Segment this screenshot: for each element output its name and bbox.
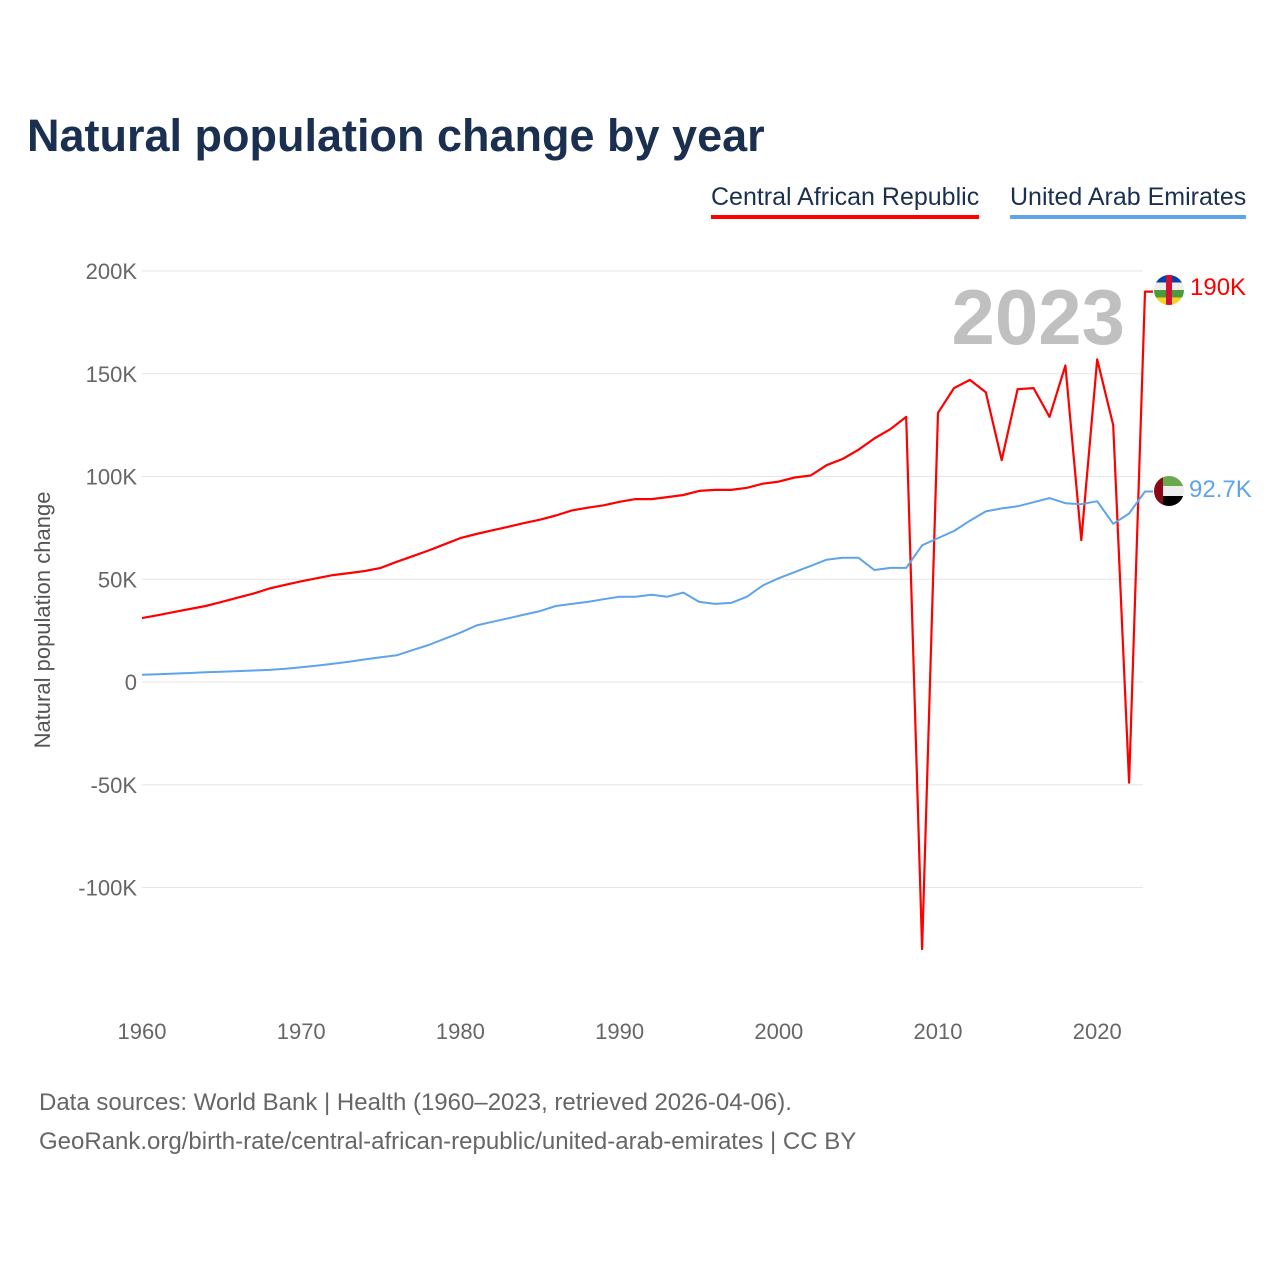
y-tick-label: 50K: [98, 567, 137, 592]
y-tick-label: 150K: [86, 362, 138, 387]
x-tick-label: 2020: [1073, 1019, 1122, 1044]
end-value-united-arab-emirates: 92.7K: [1189, 476, 1252, 503]
x-tick-label: 2010: [914, 1019, 963, 1044]
x-tick-label: 1970: [277, 1019, 326, 1044]
y-tick-label: 100K: [86, 465, 138, 490]
y-tick-label: -100K: [78, 876, 137, 901]
data-source-text: Data sources: World Bank | Health (1960–…: [39, 1089, 792, 1116]
series-line-central-african-republic: [141, 290, 1153, 951]
x-tick-label: 1990: [595, 1019, 644, 1044]
legend-item-central-african-republic[interactable]: Central African Republic: [711, 183, 980, 219]
central-african-republic-flag-icon: [1154, 275, 1184, 305]
x-tick-label: 1960: [118, 1019, 167, 1044]
x-tick-label: 1980: [436, 1019, 485, 1044]
legend-item-united-arab-emirates[interactable]: United Arab Emirates: [1010, 183, 1247, 219]
x-tick-label: 2000: [754, 1019, 803, 1044]
end-value-central-african-republic: 190K: [1190, 274, 1247, 301]
current-year-label: 2023: [951, 273, 1125, 361]
source-url-text: GeoRank.org/birth-rate/central-african-r…: [39, 1128, 857, 1155]
y-tick-label: 200K: [86, 259, 138, 284]
united-arab-emirates-flag-icon: [1154, 476, 1184, 506]
y-tick-label: 0: [125, 670, 137, 695]
chart-title: Natural population change by year: [27, 110, 765, 161]
y-tick-label: -50K: [91, 773, 138, 798]
series-line-united-arab-emirates: [141, 490, 1153, 676]
